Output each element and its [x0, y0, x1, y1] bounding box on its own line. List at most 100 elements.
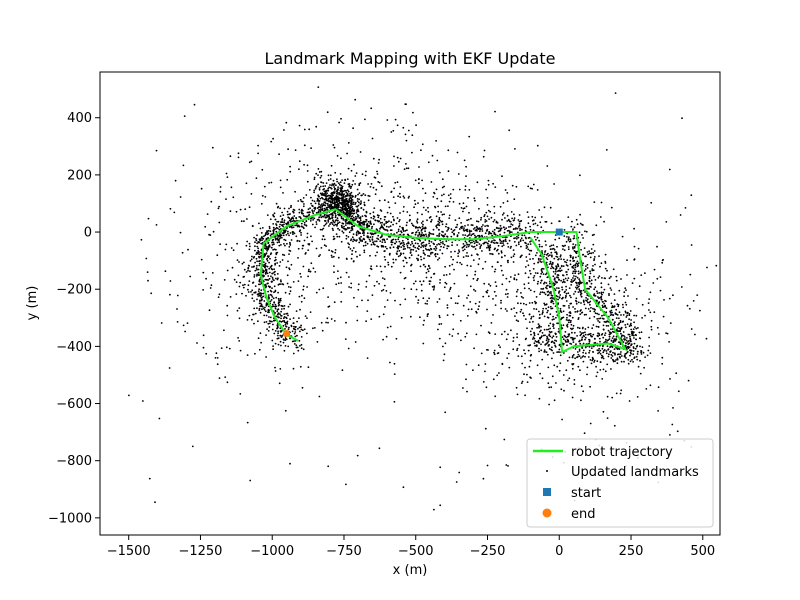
landmark-point: [421, 232, 423, 234]
landmark-point: [350, 191, 353, 194]
landmark-point: [243, 261, 245, 264]
landmark-point: [568, 307, 570, 309]
landmark-point: [331, 183, 334, 186]
landmark-point: [388, 220, 390, 223]
landmark-point: [255, 237, 257, 240]
landmark-point: [506, 214, 509, 217]
landmark-point: [527, 264, 530, 267]
landmark-point: [427, 270, 430, 273]
landmark-point: [491, 230, 494, 233]
landmark-point: [478, 234, 481, 237]
landmark-point: [256, 293, 259, 296]
landmark-point: [309, 220, 312, 222]
landmark-point: [656, 277, 659, 280]
landmark-point: [430, 241, 433, 243]
landmark-point: [407, 167, 410, 170]
landmark-point: [535, 344, 538, 346]
landmark-point: [583, 313, 586, 316]
landmark-point: [603, 305, 606, 308]
landmark-point: [271, 239, 274, 242]
landmark-point: [459, 319, 462, 322]
landmark-point: [519, 302, 522, 305]
x-tick-label: 250: [619, 544, 644, 559]
landmark-point: [569, 321, 572, 324]
landmark-point: [294, 190, 296, 193]
landmark-point: [572, 264, 575, 267]
landmark-point: [313, 327, 316, 329]
landmark-point: [266, 272, 269, 275]
landmark-point: [579, 271, 582, 274]
landmark-point: [311, 240, 313, 243]
landmark-point: [431, 233, 433, 235]
landmark-point: [549, 262, 552, 265]
landmark-point: [333, 191, 336, 194]
landmark-point: [286, 178, 289, 181]
landmark-point: [557, 258, 559, 261]
landmark-point: [532, 320, 534, 323]
landmark-point: [473, 347, 475, 350]
landmark-point: [416, 220, 418, 223]
landmark-point: [344, 338, 347, 340]
landmark-point: [367, 220, 370, 223]
landmark-point: [391, 241, 394, 244]
landmark-point: [579, 339, 581, 342]
landmark-point: [402, 244, 404, 247]
landmark-point: [523, 349, 525, 352]
landmark-point: [535, 296, 538, 298]
landmark-point: [477, 220, 480, 223]
landmark-point: [574, 290, 577, 293]
landmark-point: [384, 216, 387, 218]
landmark-point: [396, 181, 399, 184]
landmark-point: [537, 339, 540, 342]
landmark-point: [476, 181, 479, 184]
landmark-point: [552, 325, 554, 328]
landmark-point: [287, 230, 289, 233]
landmark-point: [262, 295, 265, 298]
landmark-point: [306, 332, 308, 335]
landmark-point: [543, 328, 546, 331]
landmark-point: [447, 149, 450, 152]
landmark-point: [397, 255, 400, 258]
landmark-point: [513, 198, 516, 201]
landmark-point: [567, 292, 570, 295]
landmark-point: [256, 264, 258, 267]
landmark-point: [556, 322, 558, 325]
landmark-point: [612, 314, 615, 316]
landmark-point: [583, 335, 585, 338]
landmark-point: [418, 231, 421, 234]
landmark-point: [280, 244, 282, 246]
landmark-point: [356, 198, 359, 200]
landmark-point: [488, 283, 490, 286]
landmark-point: [354, 341, 357, 343]
landmark-point: [365, 220, 367, 223]
landmark-point: [420, 243, 423, 245]
landmark-point: [546, 341, 549, 344]
landmark-point: [479, 228, 481, 230]
legend-start-label: start: [571, 486, 601, 501]
landmark-point: [428, 283, 431, 285]
landmark-point: [294, 149, 297, 152]
landmark-point: [420, 246, 422, 249]
landmark-point: [581, 253, 584, 256]
landmark-point: [292, 233, 294, 236]
landmark-point: [540, 261, 543, 263]
landmark-point: [345, 237, 348, 240]
landmark-point: [290, 204, 292, 207]
landmark-point: [291, 220, 294, 223]
landmark-point: [276, 325, 279, 328]
landmark-point: [524, 272, 527, 275]
landmark-point: [610, 368, 612, 370]
landmark-point: [622, 341, 625, 343]
landmark-point: [601, 333, 604, 335]
landmark-point: [470, 308, 473, 311]
landmark-point: [364, 244, 367, 247]
landmark-point: [169, 207, 172, 210]
landmark-point: [538, 243, 541, 246]
landmark-point: [611, 337, 614, 339]
landmark-point: [608, 335, 611, 338]
landmark-point: [276, 241, 279, 244]
landmark-point: [298, 295, 301, 298]
landmark-point: [567, 246, 570, 248]
landmark-point: [605, 300, 607, 303]
landmark-point: [415, 231, 418, 233]
